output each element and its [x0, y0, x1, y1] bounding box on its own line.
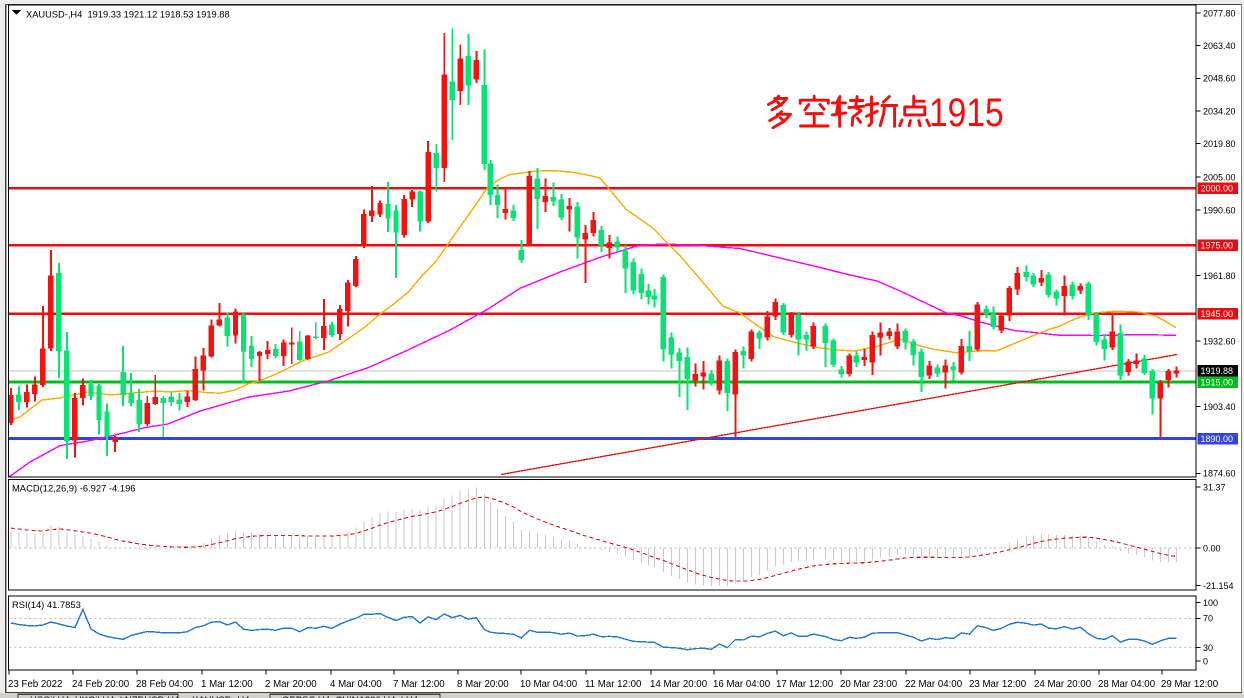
- svg-text:1975.00: 1975.00: [1201, 241, 1234, 251]
- svg-text:24 Feb 20:00: 24 Feb 20:00: [72, 679, 130, 690]
- svg-text:RSI(14) 41.7853: RSI(14) 41.7853: [12, 599, 81, 610]
- svg-text:1990.60: 1990.60: [1203, 205, 1236, 215]
- svg-text:29 Mar 12:00: 29 Mar 12:00: [1161, 679, 1219, 690]
- svg-text:1915.00: 1915.00: [1201, 378, 1234, 388]
- svg-text:GBPSC,H4 CHINA300,H4 | H4: GBPSC,H4 CHINA300,H4 | H4: [282, 695, 418, 698]
- svg-text:24 Mar 20:00: 24 Mar 20:00: [1034, 679, 1092, 690]
- svg-text:-21.154: -21.154: [1203, 581, 1234, 591]
- svg-text:30: 30: [1203, 643, 1213, 653]
- svg-text:28 Mar 04:00: 28 Mar 04:00: [1098, 679, 1156, 690]
- svg-text:0: 0: [1203, 656, 1208, 666]
- svg-text:1903.40: 1903.40: [1203, 402, 1236, 412]
- svg-text:1961.80: 1961.80: [1203, 271, 1236, 281]
- svg-text:16 Mar 04:00: 16 Mar 04:00: [713, 679, 771, 690]
- svg-text:11 Mar 12:00: 11 Mar 12:00: [585, 679, 642, 690]
- svg-text:7 Mar 12:00: 7 Mar 12:00: [393, 679, 445, 690]
- svg-text:1915: 1915: [929, 90, 1004, 134]
- svg-text:23 Feb 2022: 23 Feb 2022: [8, 679, 62, 690]
- svg-text:2019.80: 2019.80: [1203, 139, 1236, 149]
- svg-text:2005.00: 2005.00: [1203, 172, 1236, 182]
- svg-text:1932.60: 1932.60: [1203, 336, 1236, 346]
- svg-text:0.00: 0.00: [1203, 543, 1221, 553]
- svg-text:2063.40: 2063.40: [1203, 41, 1236, 51]
- svg-text:1890.00: 1890.00: [1201, 434, 1234, 444]
- svg-text:XAUUSD-,H4 1919.33 1921.12 19: XAUUSD-,H4 1919.33 1921.12 1918.53 1919.…: [26, 10, 230, 20]
- svg-text:22 Mar 04:00: 22 Mar 04:00: [905, 679, 963, 690]
- svg-text:XAUUSD-,H4: XAUUSD-,H4: [192, 695, 250, 698]
- svg-text:USOil,H4 UKOil,H4 | NZDUSD,H: USOil,H4 UKOil,H4 | NZDUSD,H4: [30, 695, 179, 698]
- svg-text:1945.00: 1945.00: [1201, 309, 1234, 319]
- svg-text:2034.20: 2034.20: [1203, 106, 1236, 116]
- svg-text:1874.60: 1874.60: [1203, 469, 1236, 479]
- svg-text:28 Feb 04:00: 28 Feb 04:00: [136, 679, 194, 690]
- svg-text:MACD(12,26,9) -6.927 -4.196: MACD(12,26,9) -6.927 -4.196: [12, 483, 136, 494]
- svg-text:10 Mar 04:00: 10 Mar 04:00: [520, 679, 578, 690]
- svg-text:2000.00: 2000.00: [1201, 184, 1234, 194]
- svg-text:100: 100: [1203, 598, 1218, 608]
- svg-text:31.37: 31.37: [1203, 482, 1226, 492]
- svg-text:23 Mar 12:00: 23 Mar 12:00: [969, 679, 1027, 690]
- svg-text:14 Mar 20:00: 14 Mar 20:00: [650, 679, 708, 690]
- svg-text:20 Mar 23:00: 20 Mar 23:00: [840, 679, 898, 690]
- svg-text:4 Mar 04:00: 4 Mar 04:00: [330, 679, 382, 690]
- svg-text:2 Mar 20:00: 2 Mar 20:00: [265, 679, 317, 690]
- svg-text:8 Mar 20:00: 8 Mar 20:00: [457, 679, 509, 690]
- svg-text:2077.80: 2077.80: [1203, 8, 1236, 18]
- svg-text:1 Mar 12:00: 1 Mar 12:00: [201, 679, 253, 690]
- svg-text:17 Mar 12:00: 17 Mar 12:00: [776, 679, 834, 690]
- svg-text:1919.88: 1919.88: [1201, 366, 1234, 376]
- svg-text:2048.60: 2048.60: [1203, 74, 1236, 84]
- svg-text:70: 70: [1203, 614, 1213, 624]
